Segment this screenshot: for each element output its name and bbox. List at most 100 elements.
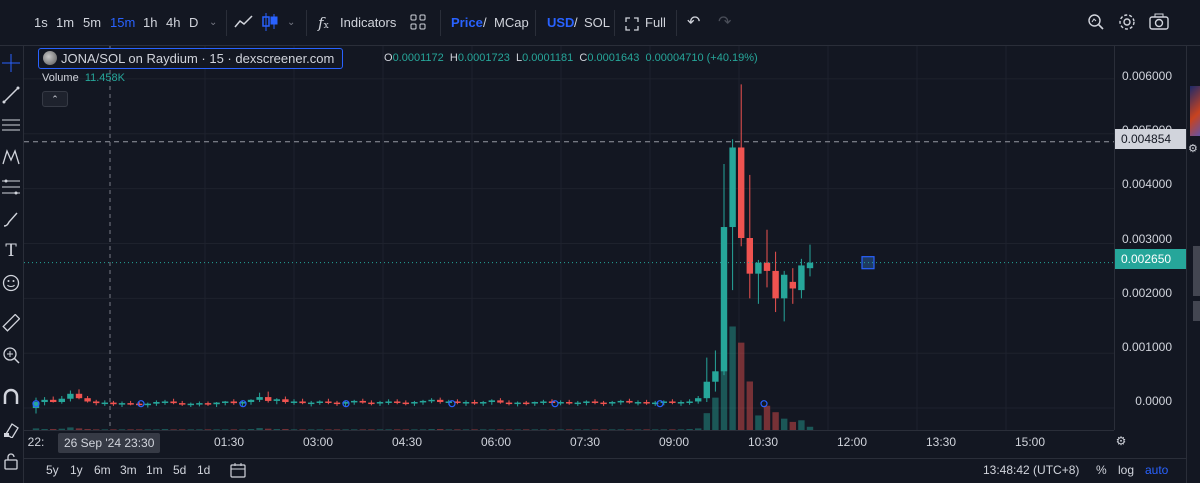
candle-body	[187, 403, 194, 406]
price-tick: 0.001000	[1121, 340, 1172, 354]
interval-4h[interactable]: 4h	[166, 15, 181, 30]
volume-bar	[230, 429, 237, 430]
candle-body	[118, 403, 126, 405]
price-axis[interactable]: 0.006000 0.005000 0.004000 0.003000 0.00…	[1114, 46, 1187, 430]
redo-icon[interactable]: ↷	[718, 14, 732, 31]
volume-bar	[789, 421, 796, 430]
undo-icon[interactable]: ↶	[687, 14, 701, 31]
volume-bar	[84, 429, 91, 430]
sol-toggle[interactable]: SOL	[584, 15, 611, 30]
candlestick-icon[interactable]	[261, 12, 279, 38]
panel-gear-icon[interactable]: ⚙	[1188, 143, 1198, 155]
candle-body	[746, 238, 753, 274]
go-to-date-calendar-icon[interactable]	[230, 462, 246, 481]
fib-icon[interactable]	[0, 176, 22, 198]
camera-icon[interactable]	[1149, 13, 1169, 39]
auto-toggle[interactable]: auto	[1145, 463, 1169, 477]
interval-d[interactable]: D	[189, 15, 199, 30]
horizontal-lines-icon[interactable]	[0, 114, 22, 136]
candle-body	[514, 402, 521, 405]
ruler-icon[interactable]	[0, 312, 22, 334]
volume-bar	[686, 429, 693, 430]
trade-marker-icon	[239, 400, 247, 408]
symbol-legend[interactable]: JONA/SOL on Raydium · 15 · dexscreener.c…	[38, 48, 344, 69]
interval-5m[interactable]: 5m	[83, 15, 102, 30]
clock-timezone[interactable]: 13:48:42 (UTC+8)	[983, 463, 1080, 477]
time-tick: 12:00	[836, 435, 868, 449]
candle-body	[480, 402, 487, 404]
range-3m[interactable]: 3m	[120, 463, 137, 477]
candle-body	[523, 402, 530, 405]
pattern-icon[interactable]	[0, 146, 22, 168]
interval-15m[interactable]: 15m	[110, 15, 136, 30]
volume-bar	[75, 428, 83, 430]
candle-body	[574, 402, 581, 405]
candle-body	[230, 401, 237, 404]
line-chart-icon[interactable]	[234, 13, 254, 39]
usd-toggle[interactable]: USD	[547, 15, 575, 30]
percent-toggle[interactable]: %	[1096, 463, 1107, 477]
volume-bar	[428, 429, 435, 430]
volume-bar	[308, 429, 315, 430]
range-1d[interactable]: 1d	[197, 463, 211, 477]
volume-bar	[58, 428, 65, 430]
price-chart[interactable]	[24, 46, 1114, 430]
trend-line-icon[interactable]	[0, 84, 22, 106]
fx-icon[interactable]: fx	[318, 14, 329, 32]
layout-grid-icon[interactable]	[410, 13, 426, 39]
price-toggle[interactable]: Price	[451, 15, 483, 30]
candle-body	[497, 400, 504, 403]
time-tick: 22:	[27, 435, 45, 449]
lock-drawings-icon[interactable]	[0, 418, 22, 440]
magnet-icon[interactable]	[0, 386, 22, 408]
emoji-icon[interactable]	[0, 272, 22, 294]
mcap-toggle[interactable]: MCap	[494, 15, 529, 30]
time-tick: 06:00	[480, 435, 512, 449]
candle-body	[566, 402, 573, 404]
volume-bar	[290, 429, 298, 430]
gear-icon[interactable]	[1118, 13, 1136, 39]
volume-bar	[204, 429, 212, 430]
right-side-panel: ⚙	[1186, 46, 1200, 483]
range-6m[interactable]: 6m	[94, 463, 111, 477]
axis-settings-gear-icon[interactable]: ⚙	[1115, 434, 1127, 448]
range-5d[interactable]: 5d	[173, 463, 187, 477]
time-tick: 04:30	[391, 435, 423, 449]
candle-body	[703, 381, 710, 399]
trade-marker-icon	[137, 400, 145, 408]
zoom-in-icon[interactable]	[0, 344, 22, 366]
chart-type-chevron-icon[interactable]: ⌄	[287, 17, 296, 28]
fullscreen-icon[interactable]	[625, 14, 639, 40]
text-tool-icon[interactable]: T	[5, 241, 17, 261]
volume-bar	[600, 429, 607, 430]
price-mcap-separator: /	[483, 15, 487, 30]
interval-1h[interactable]: 1h	[143, 15, 158, 30]
candle-body	[394, 401, 401, 403]
volume-bar	[652, 429, 659, 430]
range-1y[interactable]: 1y	[70, 463, 83, 477]
range-5y[interactable]: 5y	[46, 463, 59, 477]
trade-marker-icon	[551, 400, 559, 408]
indicators-button[interactable]: Indicators	[340, 15, 397, 30]
panel-scrollbar[interactable]	[1193, 246, 1200, 296]
volume-bar	[239, 429, 246, 430]
crosshair-icon[interactable]	[0, 52, 22, 74]
candle-body	[75, 393, 83, 399]
interval-1m[interactable]: 1m	[56, 15, 75, 30]
candle-body	[609, 402, 616, 404]
panel-scrollbar[interactable]	[1193, 301, 1200, 321]
interval-dropdown-chevron-icon[interactable]: ⌄	[209, 17, 218, 28]
lock-icon[interactable]	[0, 450, 22, 472]
range-1m[interactable]: 1m	[146, 463, 163, 477]
candle-body	[755, 262, 762, 274]
magnifier-icon[interactable]	[1087, 13, 1105, 39]
brush-icon[interactable]	[0, 208, 22, 230]
time-axis[interactable]: 22: 26 Sep '24 23:30 01:30 03:00 04:30 0…	[24, 430, 1126, 454]
full-button[interactable]: Full	[645, 15, 666, 30]
candle-body	[316, 401, 323, 403]
volume-bar	[170, 429, 177, 430]
log-toggle[interactable]: log	[1118, 463, 1135, 477]
interval-1s[interactable]: 1s	[34, 15, 48, 30]
volume-bar	[247, 429, 255, 430]
collapse-legend-chevron-up-icon[interactable]: ⌃	[42, 91, 68, 107]
